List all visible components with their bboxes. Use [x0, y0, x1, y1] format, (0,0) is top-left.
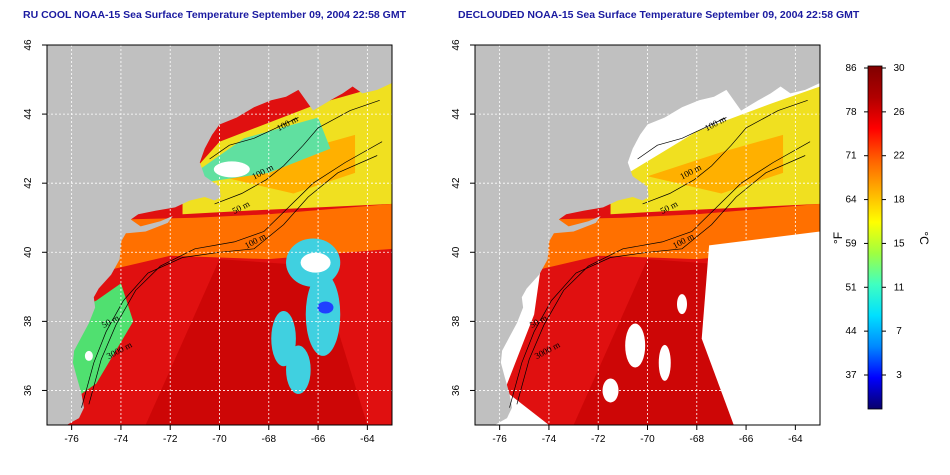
colorbar-f-label: 44	[845, 326, 857, 337]
lat-tick-label: 38	[451, 315, 462, 327]
colorbar-f-label: 86	[845, 63, 857, 74]
cool-eddy	[305, 273, 341, 356]
lon-tick-label: -76	[492, 434, 507, 445]
colorbar-c-label: 22	[893, 151, 905, 162]
lon-tick-label: -76	[64, 434, 79, 445]
lat-tick-label: 36	[451, 384, 462, 396]
masked-east	[701, 231, 820, 425]
lat-tick-label: 46	[451, 39, 462, 51]
bathymetry-contour	[509, 155, 806, 408]
lon-tick-label: -64	[788, 434, 803, 445]
lon-tick-label: -72	[591, 434, 606, 445]
cloud-patch	[213, 161, 250, 178]
fahrenheit-label: °F	[831, 232, 845, 244]
cold-patch	[317, 301, 334, 314]
lat-tick-label: 42	[451, 177, 462, 189]
yellow-shelf	[610, 83, 820, 215]
colorbar-c-label: 11	[894, 282, 905, 293]
colorbar	[867, 65, 883, 410]
bathymetry-contour	[88, 141, 383, 405]
masked-patch	[677, 294, 687, 315]
colorbar-f-label: 37	[845, 370, 857, 381]
lon-tick-label: -66	[739, 434, 754, 445]
colorbar-f-label: 71	[845, 151, 857, 162]
lon-tick-label: -74	[114, 434, 129, 445]
colorbar-c-label: 26	[893, 107, 905, 118]
bathymetry-contour	[642, 99, 808, 205]
colorbar-f-label: 51	[845, 282, 857, 293]
lon-tick-label: -66	[311, 434, 326, 445]
lat-tick-label: 44	[23, 108, 34, 120]
lon-tick-label: -70	[212, 434, 227, 445]
colorbar-f-label: 64	[845, 195, 857, 206]
lon-tick-label: -68	[690, 434, 705, 445]
bathymetry-contour	[214, 99, 380, 205]
lat-tick-label: 40	[451, 246, 462, 258]
masked-patch	[625, 323, 646, 368]
masked-patch	[658, 344, 671, 381]
lon-tick-label: -74	[542, 434, 557, 445]
lat-tick-label: 44	[451, 108, 462, 120]
colorbar-c-label: 30	[893, 63, 905, 74]
left-panel-title: RU COOL NOAA-15 Sea Surface Temperature …	[23, 9, 407, 21]
colorbar-c-label: 15	[893, 238, 905, 249]
cool-eddy	[286, 345, 311, 394]
colorbar-c-label: 3	[896, 370, 902, 381]
bathymetry-contour	[516, 141, 811, 405]
cool-eddy	[271, 311, 296, 367]
celsius-label: °C	[917, 231, 931, 245]
lon-tick-label: -72	[163, 434, 178, 445]
cloud-patch	[84, 350, 93, 361]
amber-patch	[647, 134, 784, 194]
lat-tick-label: 40	[23, 246, 34, 258]
lat-tick-label: 46	[23, 39, 34, 51]
colorbar-c-label: 7	[896, 326, 902, 337]
colorbar-c-label: 18	[893, 195, 905, 206]
land	[47, 45, 392, 425]
bathymetry-contour	[81, 155, 378, 408]
right-panel-title: DECLOUDED NOAA-15 Sea Surface Temperatur…	[458, 9, 860, 21]
lat-tick-label: 36	[23, 384, 34, 396]
colorbar-f-label: 78	[845, 107, 857, 118]
lon-tick-label: -70	[640, 434, 655, 445]
bathymetry-contour	[209, 117, 299, 160]
lon-tick-label: -68	[262, 434, 277, 445]
cloud-patch	[300, 252, 331, 273]
land	[475, 45, 820, 425]
bathymetry-contour	[637, 117, 727, 160]
colorbar-f-label: 59	[845, 238, 857, 249]
masked-patch	[602, 378, 619, 403]
lon-tick-label: -64	[360, 434, 375, 445]
lat-tick-label: 42	[23, 177, 34, 189]
lat-tick-label: 38	[23, 315, 34, 327]
